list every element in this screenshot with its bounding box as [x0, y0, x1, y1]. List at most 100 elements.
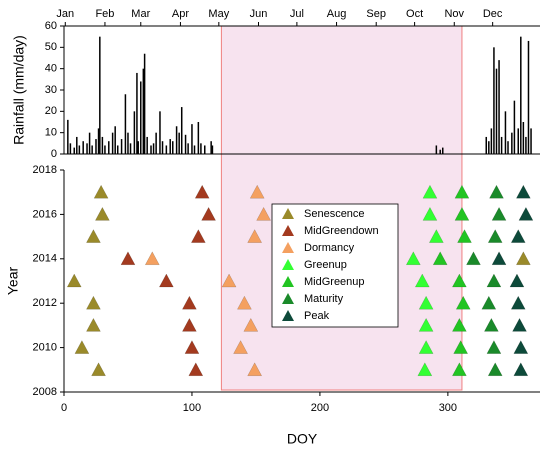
phenology-marker	[483, 317, 499, 332]
phenology-marker	[188, 362, 204, 377]
rainfall-bar	[142, 68, 145, 154]
rainfall-bar	[101, 136, 104, 154]
rainfall-bar	[504, 111, 507, 154]
x-tick-label: Jan	[56, 8, 74, 20]
y-tick-label: 30	[45, 84, 57, 96]
rainfall-bar	[152, 143, 155, 154]
x-tick-label: 0	[61, 402, 67, 414]
y-tick-label: 0	[51, 148, 57, 160]
phenology-marker	[190, 229, 206, 243]
x-tick-label: Nov	[444, 8, 464, 20]
phenology-marker	[184, 340, 200, 354]
legend-label: MidGreendown	[304, 225, 379, 237]
y-tick-label: 2014	[33, 253, 57, 265]
rainfall-bar	[104, 145, 106, 154]
rainfall-bar	[73, 147, 75, 154]
rainfall-bar	[435, 145, 438, 154]
rainfall-bar	[187, 143, 189, 154]
legend-label: Maturity	[304, 293, 344, 305]
rainfall-bar	[82, 141, 84, 154]
rainfall-bar	[193, 145, 196, 154]
legend-marker	[282, 276, 294, 287]
phenology-marker	[518, 206, 534, 221]
phenology-marker	[491, 206, 507, 221]
rainfall-bar	[95, 139, 97, 154]
rainfall-bar	[490, 128, 493, 154]
rainfall-bar	[88, 132, 91, 154]
phenology-marker	[237, 295, 252, 310]
rainfall-bar	[210, 141, 212, 154]
rainfall-bar	[175, 126, 178, 154]
legend-label: MidGreenup	[304, 276, 365, 288]
phenology-marker	[451, 317, 467, 332]
phenology-marker	[158, 273, 174, 288]
x-tick-label: Oct	[406, 8, 423, 20]
rainfall-bar	[488, 141, 490, 154]
phenology-marker	[86, 295, 101, 310]
rainfall-bar	[520, 36, 522, 154]
phenology-marker	[405, 251, 421, 266]
x-tick-label: Apr	[172, 8, 189, 20]
phenology-marker	[455, 295, 471, 310]
rainfall-bar	[439, 149, 441, 154]
phenology-marker	[418, 295, 434, 310]
phenology-marker	[249, 184, 265, 199]
phenology-marker	[486, 273, 502, 288]
legend-marker	[282, 293, 294, 304]
rainfall-bar	[507, 141, 509, 154]
phenology-marker	[422, 206, 438, 221]
phenology-marker	[120, 251, 136, 266]
x-tick-label: Aug	[327, 8, 347, 20]
rainfall-bar	[108, 141, 110, 154]
legend-marker	[282, 208, 294, 219]
phenology-marker	[457, 229, 472, 243]
phenology-marker	[243, 317, 259, 332]
legend-box	[271, 203, 399, 328]
rainfall-bar	[159, 111, 161, 154]
phenology-marker	[486, 340, 502, 354]
phenology-marker	[74, 340, 90, 354]
phenology-marker	[489, 184, 504, 199]
y-tick-label: 2016	[33, 208, 57, 220]
rainfall-bar	[197, 122, 200, 154]
phenology-marker	[515, 184, 531, 199]
phenology-marker	[513, 340, 529, 354]
rainfall-bar	[133, 111, 136, 154]
x-tick-label: Dec	[483, 8, 503, 20]
rainfall-bar	[172, 141, 174, 154]
rainfall-bar	[127, 132, 129, 154]
x-tick-label: Jun	[250, 8, 268, 20]
phenology-marker	[247, 229, 263, 243]
phenology-marker	[418, 340, 434, 354]
rainfall-bar	[161, 141, 164, 154]
rainfall-bar	[111, 132, 114, 154]
rainfall-bar	[67, 119, 69, 154]
phenology-marker	[428, 229, 444, 243]
phenology-marker	[86, 317, 101, 332]
phenology-marker	[93, 184, 109, 199]
phenology-marker	[256, 206, 272, 221]
rainfall-bar	[150, 145, 152, 154]
rainfall-bar	[522, 122, 525, 154]
y-tick-label: 2012	[33, 297, 57, 309]
phenology-marker	[86, 229, 101, 243]
phenology-marker	[509, 273, 525, 288]
rainfall-bar	[114, 126, 116, 154]
y-tick-label: 2010	[33, 342, 57, 354]
rainfall-bar	[485, 136, 488, 154]
legend-marker	[282, 242, 294, 253]
rainfall-bar	[180, 107, 183, 154]
x-tick-label: 100	[183, 402, 201, 414]
x-tick-label: Jul	[290, 8, 304, 20]
phenology-marker	[194, 184, 210, 199]
x-tick-label: Feb	[95, 8, 114, 20]
y-axis-label: Rainfall (mm/day)	[11, 35, 27, 145]
phenology-marker	[510, 295, 526, 310]
rainfall-bar	[120, 139, 123, 154]
rainfall-bar	[511, 132, 513, 154]
rainfall-bar	[136, 72, 138, 154]
phenology-marker	[91, 362, 106, 377]
rainfall-bar	[165, 145, 168, 154]
legend-label: Peak	[304, 310, 330, 322]
rainfall-bar	[99, 36, 101, 154]
